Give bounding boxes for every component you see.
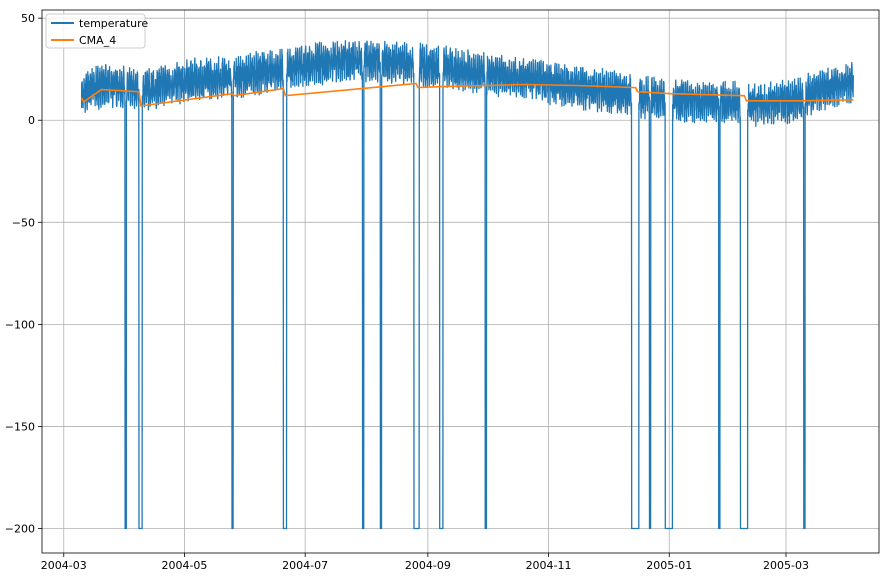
x-tick-label: 2004-11 [526, 559, 572, 572]
x-tick-label: 2004-07 [282, 559, 328, 572]
axes: 50 0 −50 −100 −150 −200 2004-03 2004-05 2004-07 2… [5, 9, 880, 572]
series-layer [80, 40, 854, 530]
x-tick-label: 2005-01 [646, 559, 692, 572]
y-tick-label: 50 [21, 12, 35, 25]
x-tick-label: 2004-09 [405, 559, 451, 572]
x-tick-label: 2005-03 [763, 559, 809, 572]
legend-label-cma4: CMA_4 [79, 34, 116, 47]
legend: temperature CMA_4 [45, 13, 148, 49]
y-tick-label: −50 [12, 216, 35, 229]
plot-frame [41, 9, 880, 554]
series-cma4 [80, 82, 854, 107]
y-tick-label: 0 [28, 114, 35, 127]
series-temperature [80, 40, 854, 530]
y-tick-label: −100 [5, 318, 35, 331]
x-tick-label: 2004-03 [41, 559, 87, 572]
y-tick-label: −200 [5, 523, 35, 536]
x-tick-label: 2004-05 [161, 559, 207, 572]
y-tick-label: −150 [5, 420, 35, 433]
legend-label-temperature: temperature [79, 17, 148, 30]
